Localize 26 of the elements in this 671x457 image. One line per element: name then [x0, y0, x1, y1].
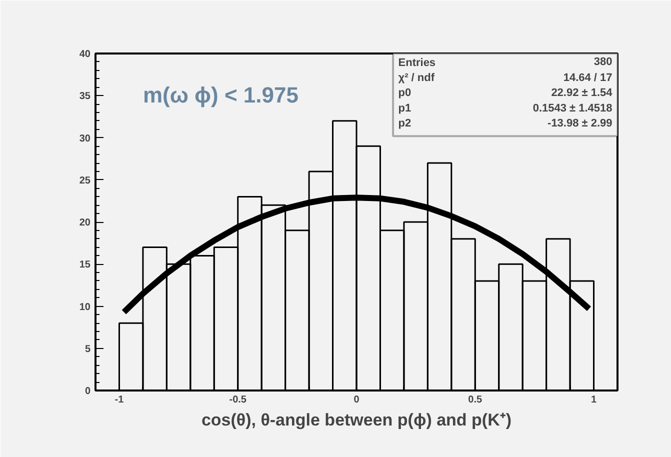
- annotation: 380: [594, 56, 612, 68]
- y-tick-label: 40: [79, 49, 91, 60]
- annotation: 22.92 ± 1.54: [551, 87, 614, 100]
- y-tick-label: 30: [79, 133, 91, 144]
- y-tick-label: 0: [84, 386, 91, 397]
- y-tick-label: 35: [79, 91, 91, 102]
- annotation: p2: [398, 118, 412, 130]
- y-tick-label: 10: [79, 302, 91, 313]
- annotation: p0: [398, 87, 412, 100]
- annotation: Entries: [398, 56, 436, 69]
- y-tick-label: 15: [79, 260, 91, 271]
- x-tick-label: 0: [354, 394, 360, 406]
- y-tick-label: 20: [79, 218, 91, 228]
- x-axis-title: cos(θ), θ-angle between p(ϕ) and p(K⁺): [201, 410, 512, 430]
- annotation: 14.64 / 17: [563, 72, 612, 84]
- x-tick-label: -0.5: [229, 394, 247, 406]
- annotation: p1: [398, 102, 412, 114]
- annotation: 0.1543 ± 1.4518: [532, 102, 612, 114]
- x-tick-label: 1: [590, 394, 597, 406]
- annotation: -13.98 ± 2.99: [548, 118, 612, 130]
- y-tick-label: 25: [79, 175, 91, 186]
- text: m(ω ϕ) < 1.975: [142, 82, 298, 108]
- x-tick-label: 0.5: [468, 394, 483, 406]
- y-tick-label: 5: [84, 344, 91, 355]
- x-tick-label: -1: [114, 394, 124, 406]
- annotation: χ² / ndf: [398, 72, 435, 84]
